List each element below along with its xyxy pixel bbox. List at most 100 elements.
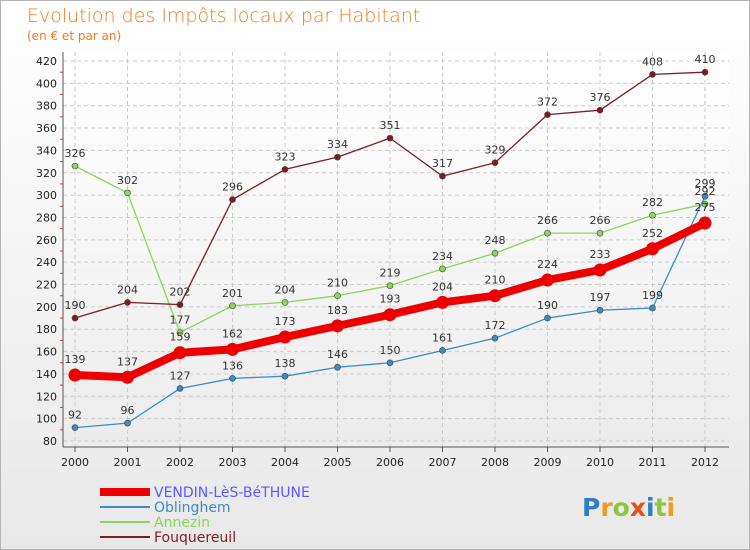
- data-point: [386, 134, 394, 142]
- data-label: 351: [380, 119, 401, 132]
- data-point: [596, 106, 604, 114]
- data-point: [544, 314, 551, 322]
- data-label: 296: [222, 181, 243, 194]
- x-tick-label: 2012: [691, 456, 719, 469]
- data-point: [491, 159, 499, 167]
- data-label: 162: [222, 327, 243, 340]
- data-label: 275: [695, 201, 716, 214]
- y-tick-label: 160: [36, 346, 57, 359]
- data-point: [281, 299, 289, 306]
- data-label: 372: [537, 96, 558, 109]
- data-point: [71, 162, 79, 170]
- data-point: [649, 304, 656, 312]
- data-point: [334, 363, 341, 371]
- data-point: [439, 172, 446, 180]
- data-point: [544, 229, 551, 237]
- legend-label: VENDIN-LèS-BéTHUNE: [154, 485, 310, 501]
- data-label: 183: [327, 304, 348, 317]
- data-point: [176, 329, 184, 336]
- data-label: 224: [537, 258, 558, 271]
- data-point: [281, 166, 289, 173]
- data-label: 190: [537, 299, 558, 312]
- data-label: 139: [65, 353, 86, 366]
- x-tick-label: 2007: [429, 456, 457, 469]
- x-tick-label: 2005: [324, 456, 352, 469]
- legend-label: Oblinghem: [154, 500, 231, 516]
- data-label: 190: [65, 299, 86, 312]
- data-point: [439, 347, 446, 354]
- data-label: 252: [642, 227, 663, 240]
- data-point: [334, 292, 341, 300]
- data-point: [124, 299, 131, 306]
- data-point: [386, 282, 394, 289]
- y-tick-label: 400: [36, 77, 57, 90]
- data-point: [334, 153, 341, 161]
- data-point: [281, 372, 289, 380]
- data-label: 161: [432, 331, 453, 344]
- data-point: [701, 68, 709, 76]
- data-label: 96: [121, 404, 135, 417]
- data-label: 323: [275, 150, 296, 163]
- data-label: 234: [432, 250, 453, 263]
- data-label: 199: [642, 289, 663, 302]
- data-point: [649, 211, 656, 219]
- x-tick-label: 2008: [481, 456, 509, 469]
- data-label: 177: [170, 314, 191, 327]
- data-point: [596, 306, 604, 314]
- data-label: 282: [642, 196, 663, 209]
- data-point: [698, 216, 712, 230]
- data-label: 376: [590, 91, 611, 104]
- data-point: [331, 319, 344, 333]
- y-tick-label: 280: [36, 211, 57, 224]
- y-tick-label: 360: [36, 122, 57, 135]
- y-tick-label: 300: [36, 189, 57, 202]
- data-label: 204: [432, 280, 453, 293]
- data-label: 299: [695, 177, 716, 190]
- data-label: 326: [65, 147, 86, 160]
- data-label: 302: [117, 174, 138, 187]
- y-tick-label: 200: [36, 301, 57, 314]
- data-point: [491, 249, 499, 257]
- data-point: [229, 196, 236, 203]
- data-label: 92: [68, 409, 82, 422]
- data-label: 210: [327, 277, 348, 290]
- y-tick-label: 260: [36, 234, 57, 247]
- data-point: [491, 334, 499, 342]
- chart-title: Evolution des Impôts locaux par Habitant: [27, 5, 420, 27]
- y-tick-label: 320: [36, 167, 57, 180]
- y-tick-label: 100: [36, 413, 57, 426]
- x-tick-label: 2000: [61, 456, 89, 469]
- series-layer: [68, 68, 712, 431]
- data-point: [649, 71, 656, 78]
- y-tick-label: 420: [36, 55, 57, 68]
- x-tick-label: 2011: [639, 456, 667, 469]
- data-label: 219: [380, 267, 401, 280]
- legend-label: Annezin: [154, 515, 210, 531]
- data-point: [229, 375, 236, 382]
- data-point: [383, 308, 397, 322]
- data-label: 292: [695, 185, 716, 198]
- legend-label: Fouquereuil: [154, 530, 236, 546]
- data-label: 201: [222, 287, 243, 300]
- data-label: 197: [590, 291, 611, 304]
- data-point: [596, 229, 604, 237]
- data-label: 204: [117, 283, 138, 296]
- plot-area: [63, 52, 729, 447]
- data-point: [488, 289, 502, 303]
- data-label: 266: [590, 214, 611, 227]
- data-point: [71, 424, 79, 431]
- data-labels: 92 96 127 136 138 146 150 161 172 190 197 199 299 326…: [65, 53, 716, 421]
- data-label: 137: [117, 355, 138, 368]
- data-point: [541, 273, 554, 287]
- data-label: 146: [327, 348, 348, 361]
- data-point: [176, 301, 184, 308]
- x-tick-label: 2009: [534, 456, 562, 469]
- data-label: 408: [642, 55, 663, 68]
- data-point: [701, 200, 709, 208]
- x-tick-label: 2006: [376, 456, 404, 469]
- y-tick-label: 240: [36, 256, 57, 269]
- y-tick-label: 80: [43, 435, 57, 448]
- data-label: 193: [380, 293, 401, 306]
